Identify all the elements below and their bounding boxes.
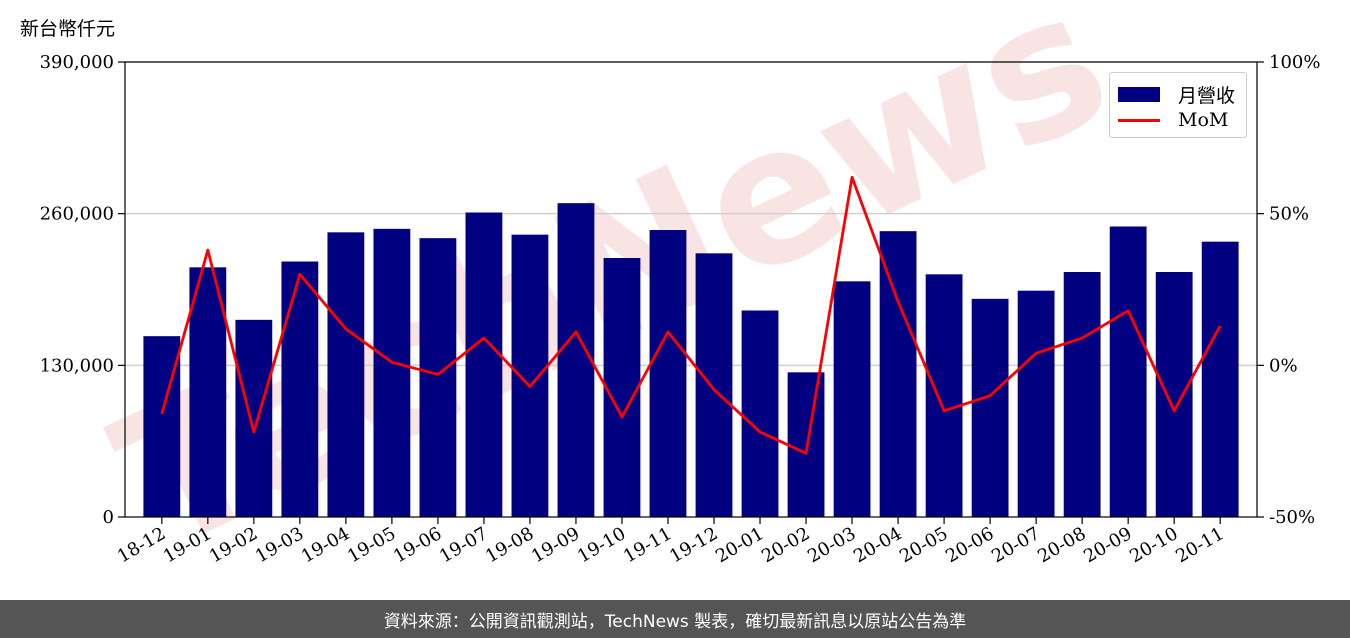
- x-tick-label: 19-09: [528, 523, 583, 567]
- bar: [1109, 226, 1147, 517]
- y-axis-unit-label: 新台幣仟元: [20, 18, 116, 40]
- x-tick-label: 18-12: [114, 523, 169, 567]
- bar: [833, 281, 871, 517]
- y-right-tick-label: 100%: [1269, 52, 1320, 73]
- bar: [741, 310, 779, 517]
- x-tick-label: 19-12: [666, 523, 721, 567]
- bar: [971, 298, 1009, 517]
- legend-item-revenue: 月營收: [1118, 81, 1235, 108]
- y-left-tick-label: 260,000: [40, 204, 114, 225]
- x-tick-label: 20-08: [1034, 523, 1089, 567]
- x-tick-label: 20-01: [712, 523, 767, 567]
- bar: [1155, 272, 1193, 517]
- x-tick-label: 20-06: [942, 523, 997, 567]
- bar: [281, 261, 319, 517]
- bar: [465, 212, 503, 517]
- bar: [189, 267, 227, 517]
- x-tick-label: 19-11: [620, 523, 675, 567]
- x-tick-label: 19-08: [482, 523, 537, 567]
- bar: [1017, 290, 1055, 517]
- footer-source-note: 資料來源：公開資訊觀測站，TechNews 製表，確切最新訊息以原站公告為準: [0, 600, 1350, 638]
- x-tick-label: 20-10: [1126, 523, 1181, 567]
- bar: [235, 319, 273, 517]
- x-tick-label: 19-05: [344, 523, 399, 567]
- bar: [787, 372, 825, 517]
- chart-area: TechNews 0130,000260,000390,000-50%0%50%…: [40, 0, 1321, 594]
- legend-swatch-revenue: [1118, 87, 1160, 102]
- x-tick-label: 20-03: [804, 523, 859, 567]
- x-tick-label: 19-07: [436, 523, 491, 567]
- x-tick-label: 19-10: [574, 523, 629, 567]
- bar: [373, 228, 411, 518]
- bar: [1063, 272, 1101, 517]
- y-right-tick-label: -50%: [1269, 507, 1315, 528]
- bar: [879, 231, 917, 517]
- bar: [1201, 241, 1239, 517]
- legend-item-mom: MoM: [1118, 109, 1228, 131]
- y-left-tick-label: 390,000: [40, 52, 114, 73]
- x-tick-label: 20-05: [896, 523, 951, 567]
- y-left-tick-label: 130,000: [40, 355, 114, 376]
- y-right-tick-label: 0%: [1269, 355, 1298, 376]
- plot-frame: [124, 61, 1258, 518]
- bar: [603, 258, 641, 517]
- legend-label-revenue: 月營收: [1178, 85, 1236, 107]
- y-right-tick-label: 50%: [1269, 204, 1309, 225]
- y-left-tick-label: 0: [103, 507, 114, 528]
- bar: [557, 203, 595, 517]
- x-tick-label: 20-11: [1172, 523, 1227, 567]
- x-tick-label: 20-02: [758, 523, 813, 567]
- bar: [511, 234, 549, 517]
- bar: [925, 274, 963, 517]
- x-tick-label: 20-09: [1080, 523, 1135, 567]
- bar: [649, 230, 687, 517]
- mom-line: [160, 175, 1222, 455]
- bar: [327, 232, 365, 518]
- legend-swatch-mom: [1118, 118, 1160, 122]
- bar: [419, 238, 457, 517]
- legend-label-mom: MoM: [1178, 109, 1229, 131]
- x-tick-label: 20-07: [988, 523, 1043, 567]
- bar: [695, 253, 733, 518]
- x-tick-label: 19-06: [390, 523, 445, 567]
- legend: 月營收 MoM: [1109, 72, 1247, 138]
- x-tick-label: 20-04: [850, 523, 905, 567]
